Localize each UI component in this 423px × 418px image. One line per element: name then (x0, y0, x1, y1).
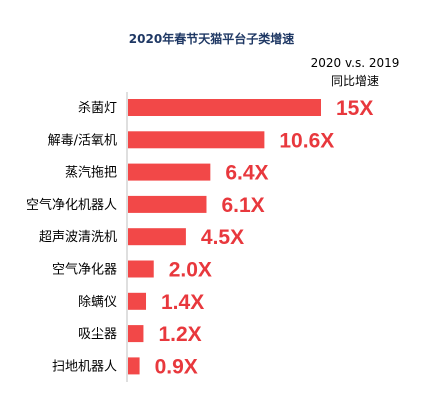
legend-line2: 同比增速 (330, 74, 379, 88)
category-label: 解毒/活氧机 (48, 133, 117, 148)
data-label: 1.4X (161, 291, 204, 314)
category-label: 空气净化机器人 (26, 197, 117, 213)
bar (128, 99, 321, 116)
data-label: 0.9X (155, 355, 198, 378)
category-label: 吸尘器 (78, 327, 117, 342)
data-label: 1.2X (158, 323, 201, 346)
bar (128, 228, 186, 246)
category-label: 空气净化器 (52, 262, 117, 278)
category-label: 除螨仪 (78, 295, 117, 310)
data-label: 10.6X (279, 129, 334, 152)
legend-line1: 2020 v.s. 2019 (310, 56, 400, 70)
data-label: 4.5X (201, 226, 244, 249)
category-label: 杀菌灯 (78, 101, 117, 116)
bar (128, 131, 265, 149)
bar (128, 163, 211, 181)
bar (128, 292, 147, 310)
bar (128, 260, 154, 278)
data-label: 2.0X (169, 259, 212, 282)
data-label: 6.4X (225, 162, 268, 185)
chart-title: 2020年春节天猫平台子类增速 (128, 32, 295, 46)
category-label: 扫地机器人 (52, 359, 117, 374)
bar (128, 195, 207, 213)
category-label: 超声波清洗机 (39, 230, 117, 245)
category-label: 蒸汽拖把 (65, 166, 117, 181)
bar (128, 325, 144, 343)
data-label: 15X (336, 97, 373, 120)
bar (128, 357, 140, 375)
data-label: 6.1X (221, 194, 264, 217)
